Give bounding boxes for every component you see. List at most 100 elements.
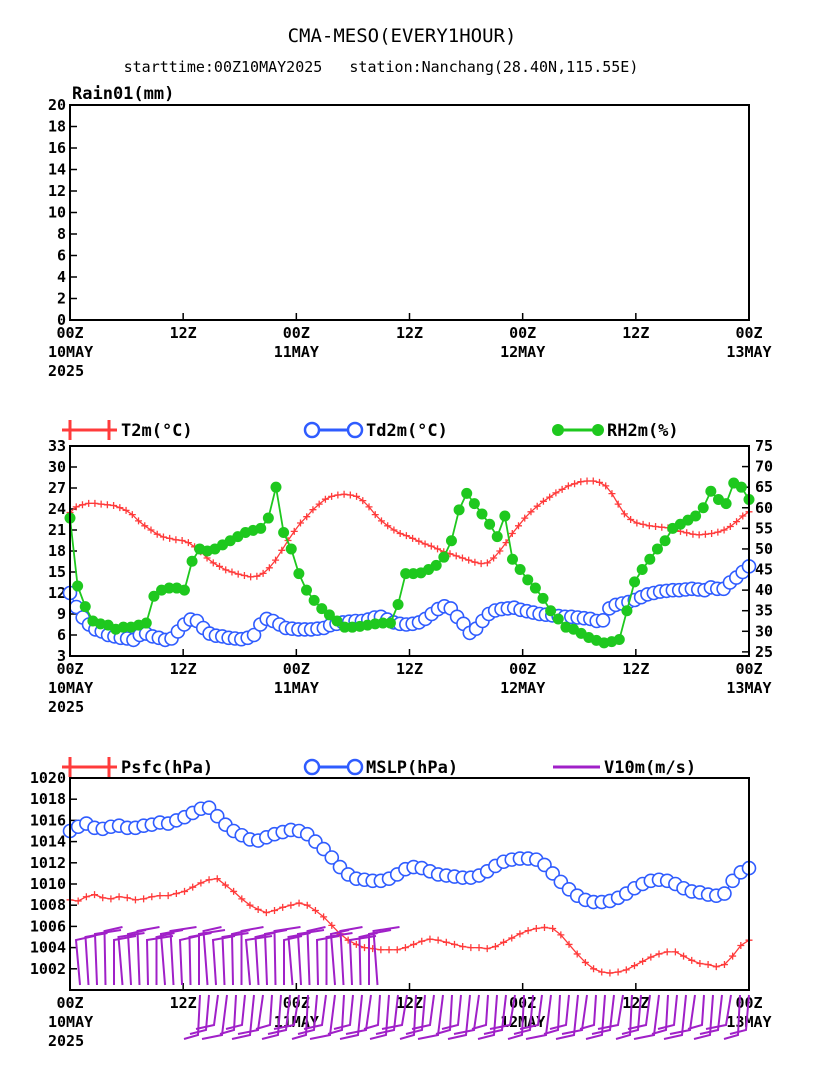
rh2m-point — [659, 535, 671, 547]
rh2m-point — [384, 617, 396, 629]
psfc-point — [246, 901, 254, 909]
psfc-point — [524, 927, 532, 935]
t2m-point — [259, 569, 267, 577]
wind-barb — [325, 932, 353, 985]
x-tick-label: 12MAY — [500, 679, 545, 697]
wind-barb — [561, 994, 588, 1035]
rh2m-point — [392, 599, 404, 611]
x-tick-label: 11MAY — [274, 679, 319, 697]
y-tick-label: 1006 — [30, 917, 66, 935]
t2m-point — [135, 517, 143, 525]
x-tick-label: 12Z — [396, 660, 423, 678]
t2m-point — [571, 480, 579, 488]
t2m-point — [558, 485, 566, 493]
t2m-point — [228, 568, 236, 576]
wind-barb — [369, 994, 390, 1040]
t2m-point — [564, 482, 572, 490]
wind-barb — [273, 926, 301, 986]
t2m-point — [78, 501, 86, 509]
psfc-point — [573, 950, 581, 958]
y-tick-label: 20 — [48, 96, 66, 114]
psfc-point — [598, 968, 606, 976]
x-tick-label: 00Z — [509, 660, 536, 678]
wind-barb — [333, 994, 354, 1030]
x-tick-label: 00Z — [283, 660, 310, 678]
t2m-point — [496, 547, 504, 555]
y-tick-label: 8 — [57, 225, 66, 243]
y-tick-label: 18 — [48, 118, 66, 136]
t2m-point — [415, 537, 423, 545]
psfc-point — [663, 948, 671, 956]
rh2m-point — [163, 582, 175, 594]
psfc-point — [680, 952, 688, 960]
x-tick-label: 12Z — [622, 994, 649, 1012]
t2m-point — [296, 519, 304, 527]
wind-barb — [113, 935, 137, 985]
psfc-point — [328, 921, 336, 929]
t2m-point — [234, 570, 242, 578]
wind-barb — [579, 994, 597, 1030]
x-tick-label: 00Z — [735, 660, 762, 678]
rh2m-point — [262, 512, 274, 524]
x-tick-label: 11MAY — [274, 343, 319, 361]
psfc-point — [82, 893, 90, 901]
psfc-point — [189, 883, 197, 891]
x-tick-label: 00Z — [56, 660, 83, 678]
psfc-point — [221, 881, 229, 889]
y2-tick-label: 25 — [755, 643, 773, 661]
x-tick-label: 10MAY — [48, 343, 93, 361]
rh2m-point — [339, 621, 351, 633]
y2-tick-label: 60 — [755, 499, 773, 517]
x-tick-label: 13MAY — [726, 343, 771, 361]
y-tick-label: 0 — [57, 311, 66, 329]
t2m-point — [521, 514, 529, 522]
wind-barb — [621, 994, 642, 1035]
wind-barb — [202, 926, 222, 986]
wind-barb — [267, 994, 291, 1035]
wind-barb — [555, 994, 579, 1040]
wind-barb — [543, 994, 561, 1035]
temperature-panel: T2m(°C) Td2m(°C) RH2m(%) 3 6 9 12 15 18 21 24 27… — [48, 420, 773, 716]
wind-barb — [729, 994, 750, 1035]
psfc-point — [172, 890, 180, 898]
wind-barb — [411, 994, 435, 1030]
wind-barb — [287, 932, 311, 986]
t2m-point — [122, 506, 130, 514]
wind-barb — [291, 994, 309, 1040]
y-tick-label: 18 — [48, 542, 66, 560]
wind-barb — [657, 994, 678, 1030]
wind-barb — [303, 994, 327, 1030]
t2m-point — [253, 572, 261, 580]
t2m-point — [427, 542, 435, 550]
y2-tick-label: 55 — [755, 519, 773, 537]
t2m-point — [209, 559, 217, 567]
pressure-plot-frame — [69, 777, 750, 991]
wind-barb — [627, 994, 651, 1030]
x-tick-label: 00Z — [735, 324, 762, 342]
wind-barb — [315, 935, 340, 986]
psfc-point — [581, 958, 589, 966]
psfc-point — [557, 931, 565, 939]
t2m-point — [103, 501, 111, 509]
wind-barb — [117, 932, 145, 986]
psfc-point — [385, 946, 393, 954]
psfc-point — [450, 940, 458, 948]
x-tick-label: 12Z — [622, 660, 649, 678]
t2m-point — [222, 566, 230, 574]
wind-barb — [368, 929, 392, 985]
wind-barb — [435, 994, 453, 1035]
psfc-point — [475, 944, 483, 952]
rh2m-point — [621, 605, 633, 617]
wind-barb — [201, 994, 228, 1040]
wind-barb — [240, 926, 264, 985]
t2m-point — [340, 490, 348, 498]
wind-barb — [283, 935, 303, 985]
pressure-panel: Psfc(hPa) MSLP(hPa) V10m(m/s) 1002 1004 10… — [30, 757, 772, 1050]
wind-barb — [471, 994, 489, 1030]
wind-barb — [489, 994, 516, 1030]
psfc-point — [377, 946, 385, 954]
t2m-point — [515, 522, 523, 530]
wind-barb — [339, 994, 363, 1040]
psfc-point — [418, 937, 426, 945]
x-tick-label: 00Z — [56, 324, 83, 342]
